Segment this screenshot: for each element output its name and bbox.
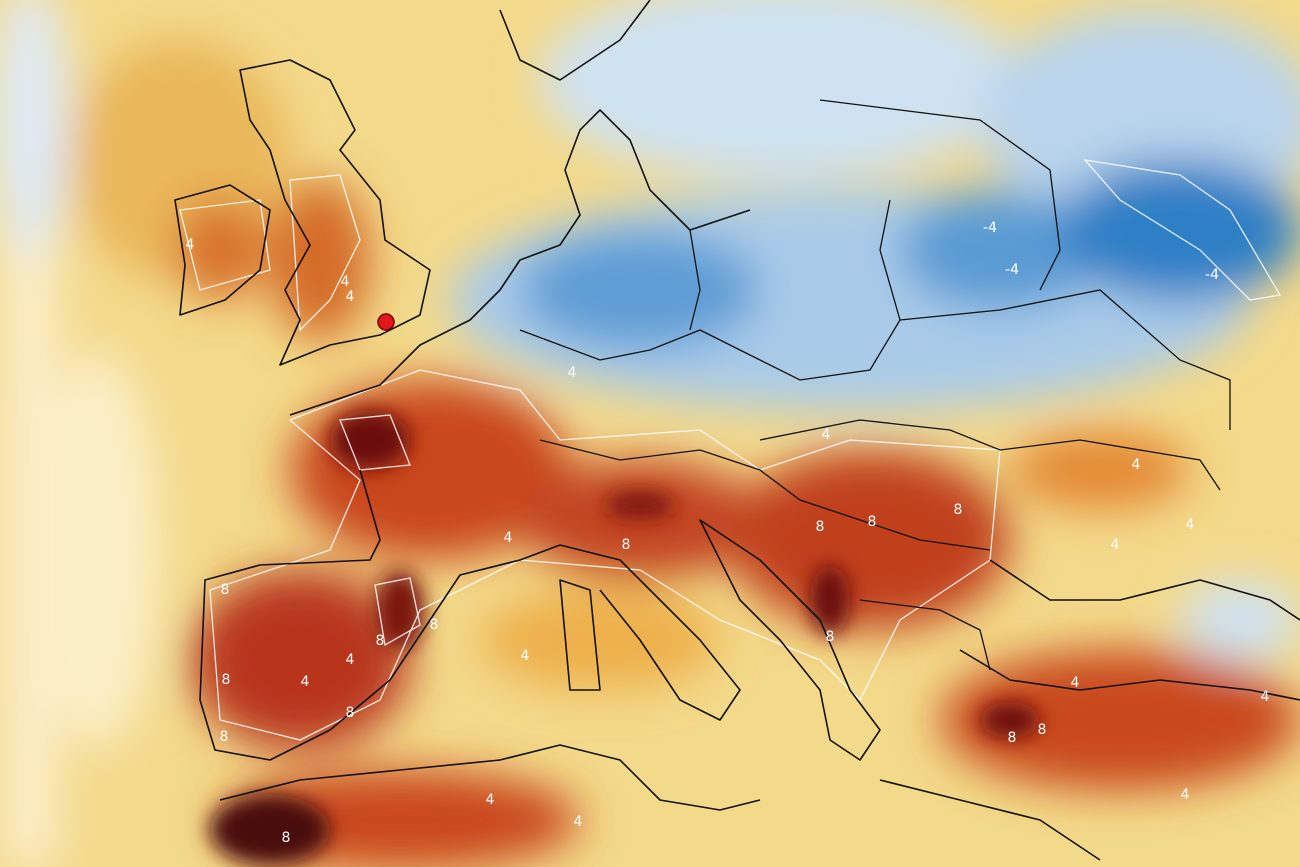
coastlines bbox=[174, 0, 1300, 861]
contour-label: 4 bbox=[341, 274, 350, 290]
contour-label: -4 bbox=[1005, 262, 1019, 278]
contour-label: 8 bbox=[282, 830, 291, 846]
contour-label: 8 bbox=[816, 519, 825, 535]
field-cores bbox=[210, 410, 1040, 865]
contour-label: 8 bbox=[220, 729, 229, 745]
contour-label: 4 bbox=[1181, 787, 1190, 803]
contour-label: 4 bbox=[1071, 675, 1080, 691]
contour-label: 8 bbox=[430, 617, 439, 633]
contour-label: 8 bbox=[954, 502, 963, 518]
contour-labels: -4 -4 -4 4 4 4 4 4 4 4 4 4 4 4 4 4 4 4 4… bbox=[186, 220, 1270, 846]
contour-label: 4 bbox=[574, 814, 583, 830]
contour-label: 8 bbox=[868, 514, 877, 530]
contour-label: 4 bbox=[486, 792, 495, 808]
borders bbox=[519, 99, 1231, 671]
contour-label: 8 bbox=[221, 582, 230, 598]
contour-label: 4 bbox=[521, 648, 530, 664]
isolines bbox=[179, 159, 1282, 741]
contour-label: 8 bbox=[346, 705, 355, 721]
contour-label: 4 bbox=[568, 365, 577, 381]
contour-label: 8 bbox=[826, 629, 835, 645]
contour-label: 8 bbox=[376, 633, 385, 649]
contour-label: 4 bbox=[1261, 689, 1270, 705]
contour-label: 4 bbox=[301, 674, 310, 690]
contour-label: 4 bbox=[1111, 537, 1120, 553]
contour-label: 4 bbox=[186, 237, 195, 253]
contour-label: 8 bbox=[1038, 722, 1047, 738]
contour-label: 8 bbox=[1008, 730, 1017, 746]
contour-label: 4 bbox=[822, 427, 831, 443]
contour-label: 8 bbox=[622, 537, 631, 553]
location-marker bbox=[377, 313, 395, 331]
contour-label: 4 bbox=[1186, 517, 1195, 533]
contour-label: -4 bbox=[1205, 267, 1219, 283]
contour-label: 8 bbox=[222, 672, 231, 688]
contour-label: 4 bbox=[1132, 457, 1141, 473]
contour-label: 4 bbox=[346, 652, 355, 668]
contour-label: 4 bbox=[504, 530, 513, 546]
contour-label: 4 bbox=[346, 289, 355, 305]
contour-label: -4 bbox=[983, 220, 997, 236]
